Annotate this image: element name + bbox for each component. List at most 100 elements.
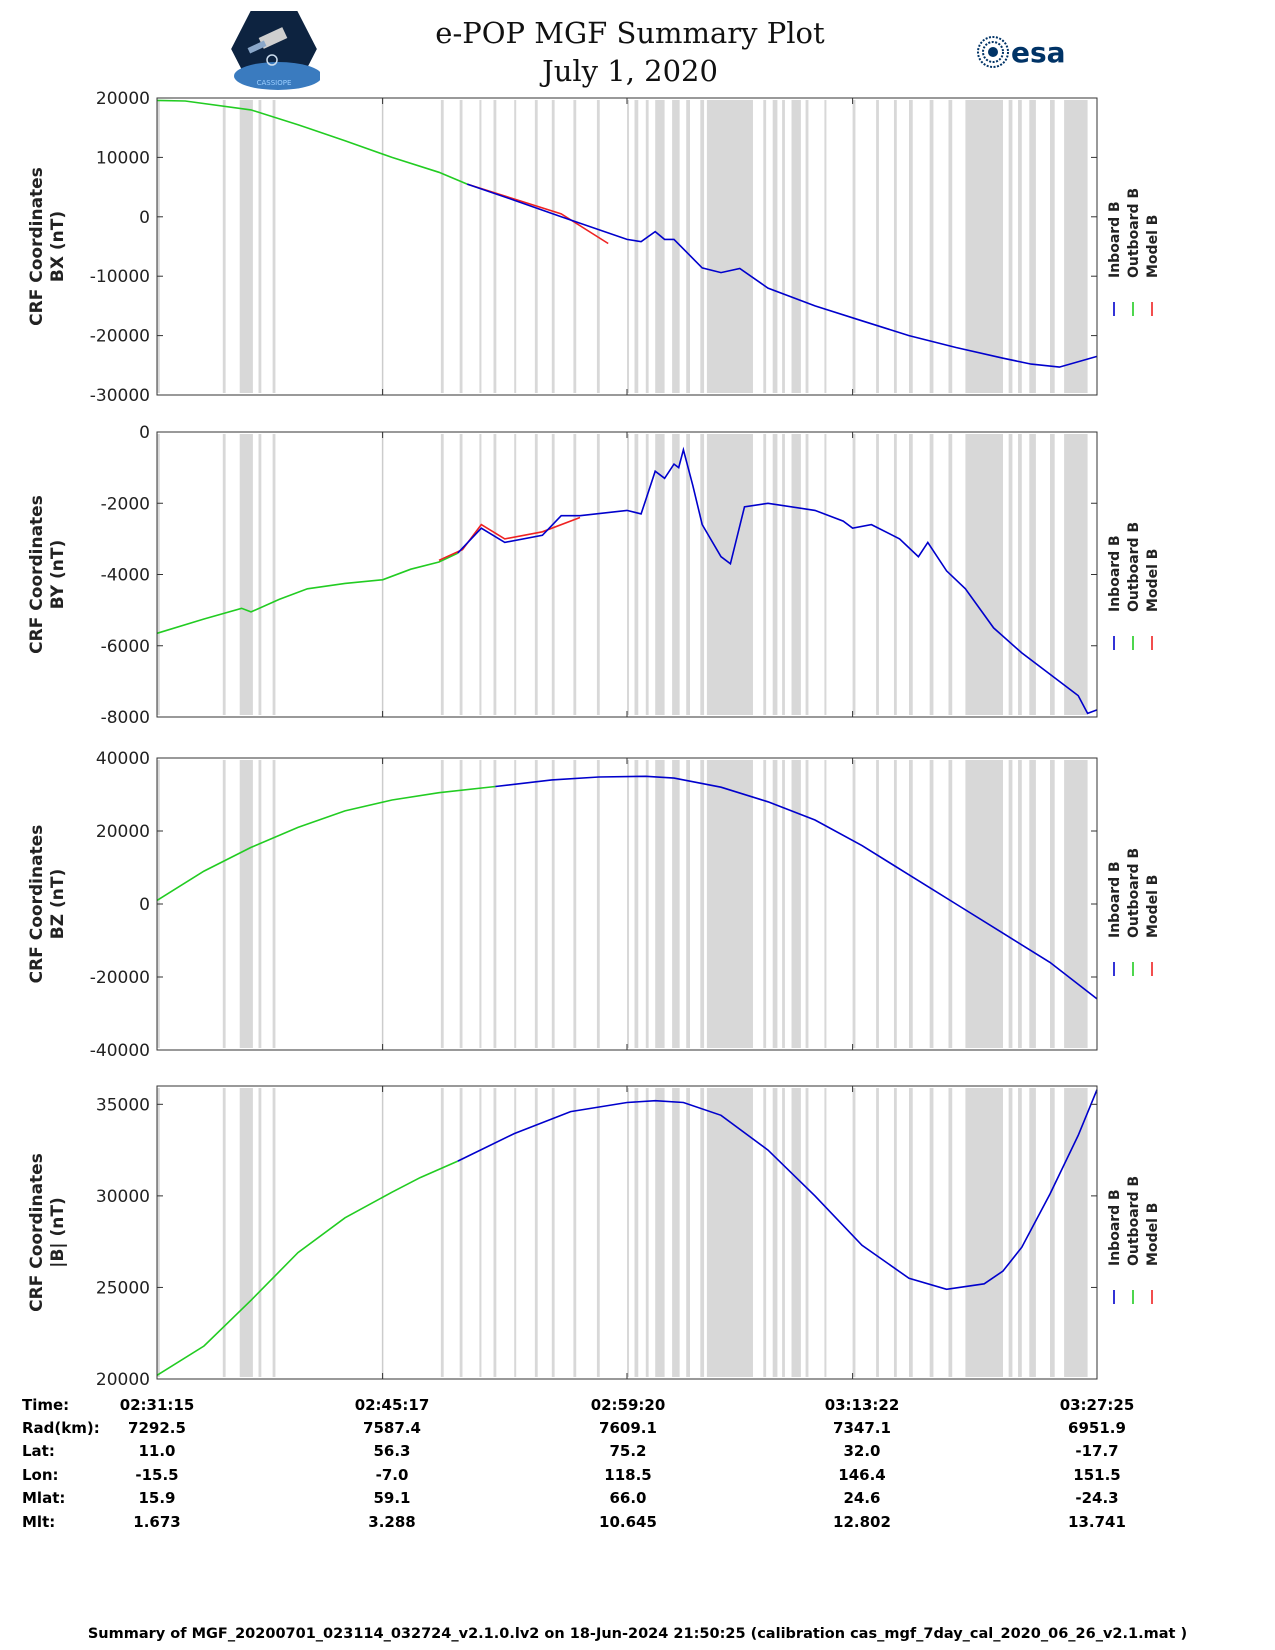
shade-band-b-magnitude-10 bbox=[534, 1088, 538, 1377]
y-tick-label-bz-4: -40000 bbox=[90, 1041, 150, 1061]
shade-band-by-9 bbox=[514, 434, 517, 715]
series-b-magnitude-inboard-b bbox=[457, 1089, 1098, 1291]
shade-band-by-23 bbox=[772, 434, 778, 715]
shade-band-by-20 bbox=[700, 434, 705, 715]
series-b-magnitude-outboard-b bbox=[156, 1160, 459, 1376]
shade-band-b-magnitude-36 bbox=[1018, 1088, 1022, 1377]
shade-band-b-magnitude-5 bbox=[440, 1088, 444, 1377]
shade-band-by-5 bbox=[440, 434, 444, 715]
shade-band-bx-0 bbox=[157, 100, 160, 393]
shade-band-bz-26 bbox=[805, 760, 809, 1048]
shade-band-b-magnitude-9 bbox=[514, 1088, 517, 1377]
info-value-mlt-col3: 12.802 bbox=[833, 1513, 891, 1531]
y-tick-label-b-magnitude-2: 25000 bbox=[96, 1278, 150, 1298]
shade-band-bx-31 bbox=[909, 100, 913, 393]
shade-band-bx-18 bbox=[672, 100, 680, 393]
info-value-mlat-col0: 15.9 bbox=[138, 1489, 176, 1507]
shade-band-by-3 bbox=[258, 434, 262, 715]
shade-band-bz-22 bbox=[763, 760, 767, 1048]
shade-band-bz-15 bbox=[634, 760, 639, 1048]
shade-band-bz-14 bbox=[627, 760, 629, 1048]
info-value-time-col0: 02:31:15 bbox=[119, 1396, 195, 1414]
shade-band-bz-3 bbox=[258, 760, 262, 1048]
shade-band-bz-8 bbox=[493, 760, 497, 1048]
legend-by: Inboard B Outboard B Model B bbox=[1107, 522, 1161, 650]
legend-label-bx-model-b: Model B bbox=[1145, 215, 1161, 278]
panel-b-magnitude: 35000 30000 25000 20000 CRF Coordinates|B| (… bbox=[27, 1085, 1161, 1390]
shade-band-b-magnitude-30 bbox=[893, 1088, 897, 1377]
y-axis-label-line2-b-magnitude: |B| (nT) bbox=[48, 1197, 68, 1268]
shade-band-b-magnitude-27 bbox=[824, 1088, 827, 1377]
shade-band-by-12 bbox=[573, 434, 577, 715]
shade-band-bz-27 bbox=[824, 760, 827, 1048]
info-value-rad-km-col1: 7587.4 bbox=[363, 1419, 421, 1437]
y-tick-label-bz-2: 0 bbox=[139, 895, 150, 915]
cassiope-logo-text: CASSIOPE bbox=[257, 79, 292, 87]
shade-band-bx-21 bbox=[706, 100, 753, 393]
shade-band-bz-16 bbox=[645, 760, 649, 1048]
shade-band-bz-2 bbox=[239, 760, 253, 1048]
shade-band-b-magnitude-16 bbox=[645, 1088, 649, 1377]
info-label-rad-km: Rad(km): bbox=[22, 1419, 100, 1437]
series-by-outboard-b bbox=[156, 552, 459, 635]
shade-band-bz-25 bbox=[791, 760, 801, 1048]
shade-band-bx-34 bbox=[965, 100, 1003, 393]
shade-band-bx-26 bbox=[805, 100, 809, 393]
shade-band-b-magnitude-6 bbox=[459, 1088, 463, 1377]
shade-band-b-magnitude-20 bbox=[700, 1088, 705, 1377]
info-value-mlt-col4: 13.741 bbox=[1068, 1513, 1126, 1531]
shade-band-b-magnitude-25 bbox=[791, 1088, 801, 1377]
legend-label-bx-outboard-b: Outboard B bbox=[1126, 188, 1142, 278]
shade-band-bx-28 bbox=[852, 100, 856, 393]
shade-band-bx-3 bbox=[258, 100, 262, 393]
y-axis-label-line2-bx: BX (nT) bbox=[48, 211, 68, 282]
shade-band-by-24 bbox=[782, 434, 785, 715]
panel-bx: 20000 10000 0 -10000 -20000 -30000 CRF Coordin… bbox=[27, 89, 1161, 406]
shade-band-by-2 bbox=[239, 434, 253, 715]
y-axis-label-by: CRF CoordinatesBY (nT) bbox=[27, 495, 68, 654]
info-value-rad-km-col4: 6951.9 bbox=[1068, 1419, 1126, 1437]
info-value-lon-col4: 151.5 bbox=[1073, 1466, 1121, 1484]
shade-band-bz-23 bbox=[772, 760, 778, 1048]
series-bz-inboard-b bbox=[495, 775, 1098, 1000]
shade-band-bz-21 bbox=[706, 760, 753, 1048]
title-line1: e-POP MGF Summary Plot bbox=[435, 16, 825, 50]
info-value-time-col3: 03:13:22 bbox=[824, 1396, 900, 1414]
esa-logo: esa bbox=[977, 36, 1065, 69]
shade-band-bx-7 bbox=[479, 100, 482, 393]
y-tick-label-bz-0: 40000 bbox=[96, 749, 150, 769]
shade-band-b-magnitude-12 bbox=[573, 1088, 577, 1377]
shade-band-bz-17 bbox=[655, 760, 665, 1048]
info-value-lat-col0: 11.0 bbox=[138, 1442, 176, 1460]
shade-band-by-30 bbox=[893, 434, 897, 715]
shade-band-bx-10 bbox=[534, 100, 538, 393]
title-line2: July 1, 2020 bbox=[542, 54, 718, 88]
shade-band-by-4 bbox=[272, 434, 276, 715]
y-axis-label-bz: CRF CoordinatesBZ (nT) bbox=[27, 825, 68, 984]
shade-band-b-magnitude-1 bbox=[222, 1088, 226, 1377]
shade-band-b-magnitude-22 bbox=[763, 1088, 767, 1377]
cassiope-logo: CASSIOPE bbox=[228, 9, 320, 90]
y-tick-label-bz-1: 20000 bbox=[96, 822, 150, 842]
shade-band-bx-16 bbox=[645, 100, 649, 393]
shade-band-by-8 bbox=[493, 434, 497, 715]
y-axis-label-b-magnitude: CRF Coordinates|B| (nT) bbox=[27, 1153, 68, 1312]
shade-band-b-magnitude-39 bbox=[1064, 1088, 1088, 1377]
shade-band-bz-7 bbox=[479, 760, 482, 1048]
y-tick-label-bx-2: 0 bbox=[139, 208, 150, 228]
shade-band-by-18 bbox=[672, 434, 680, 715]
shade-band-bx-38 bbox=[1050, 100, 1055, 393]
shade-band-bz-18 bbox=[672, 760, 680, 1048]
shade-band-by-27 bbox=[824, 434, 827, 715]
shade-band-bz-34 bbox=[965, 760, 1003, 1048]
shade-band-bx-27 bbox=[824, 100, 827, 393]
shade-band-b-magnitude-8 bbox=[493, 1088, 497, 1377]
shade-band-by-36 bbox=[1018, 434, 1022, 715]
info-value-mlt-col2: 10.645 bbox=[599, 1513, 657, 1531]
y-axis-label-line1-b-magnitude: CRF Coordinates bbox=[27, 1153, 47, 1312]
y-tick-label-by-0: 0 bbox=[139, 423, 150, 443]
shade-band-bz-35 bbox=[1008, 760, 1013, 1048]
legend-label-by-outboard-b: Outboard B bbox=[1126, 522, 1142, 612]
y-tick-label-b-magnitude-0: 35000 bbox=[96, 1095, 150, 1115]
shade-band-b-magnitude-14 bbox=[627, 1088, 629, 1377]
